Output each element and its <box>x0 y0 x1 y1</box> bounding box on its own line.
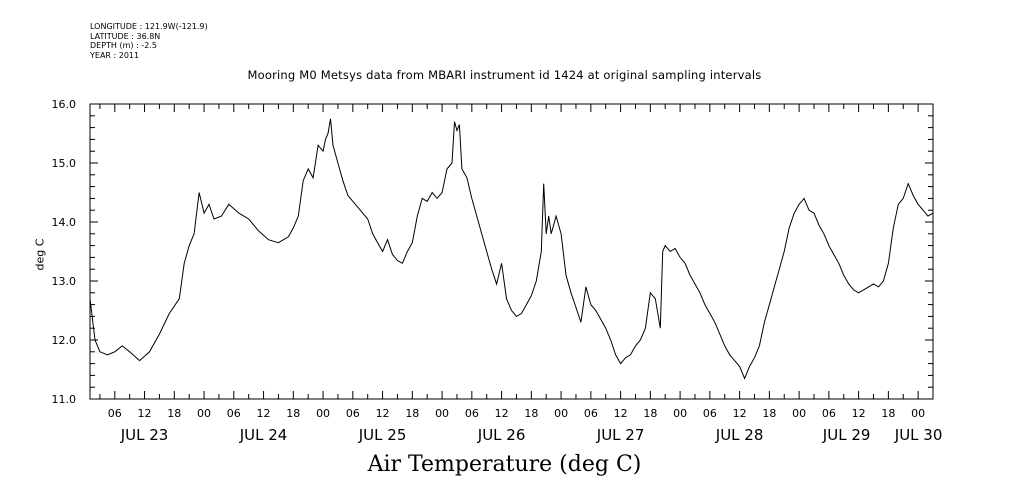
x-hour-label: 06 <box>822 407 836 420</box>
x-hour-label: 06 <box>584 407 598 420</box>
x-hour-label: 18 <box>286 407 300 420</box>
x-hour-label: 06 <box>346 407 360 420</box>
y-tick-label: 12.0 <box>52 334 77 347</box>
x-day-label: JUL 25 <box>358 426 407 444</box>
longitude-text: LONGITUDE : 121.9W(-121.9) <box>90 22 208 31</box>
x-hour-label: 06 <box>227 407 241 420</box>
x-hour-label: 12 <box>495 407 509 420</box>
chart-title-wrap: Mooring M0 Metsys data from MBARI instru… <box>0 68 1009 82</box>
x-hour-label: 12 <box>614 407 628 420</box>
x-day-label: JUL 23 <box>120 426 169 444</box>
x-hour-label: 00 <box>792 407 806 420</box>
y-tick-label: 16.0 <box>52 98 77 111</box>
y-tick-label: 14.0 <box>52 216 77 229</box>
x-hour-label: 00 <box>435 407 449 420</box>
x-hour-label: 12 <box>852 407 866 420</box>
x-hour-label: 12 <box>138 407 152 420</box>
x-hour-label: 18 <box>643 407 657 420</box>
year-text: YEAR : 2011 <box>90 50 140 60</box>
x-hour-label: 00 <box>673 407 687 420</box>
x-hour-label: 00 <box>316 407 330 420</box>
metadata-block: LONGITUDE : 121.9W(-121.9) LATITUDE : 36… <box>90 22 208 60</box>
x-day-label: JUL 29 <box>822 426 871 444</box>
x-day-label: JUL 24 <box>239 426 288 444</box>
x-hour-label: 06 <box>108 407 122 420</box>
x-day-label: JUL 27 <box>596 426 645 444</box>
x-hour-label: 12 <box>733 407 747 420</box>
x-hour-label: 18 <box>167 407 181 420</box>
axis-ticks <box>90 103 934 400</box>
y-tick-label: 11.0 <box>52 393 77 406</box>
x-hour-label: 12 <box>257 407 271 420</box>
x-day-label: JUL 30 <box>894 426 943 444</box>
axis-labels: 11.0 12.0 13.0 14.0 15.0 16.0 06 12 18 00 06 12 18 00… <box>52 98 943 444</box>
x-day-label: JUL 26 <box>477 426 526 444</box>
plot-frame <box>89 103 934 400</box>
depth-text: DEPTH (m) : -2.5 <box>90 41 157 50</box>
x-hour-label: 00 <box>911 407 925 420</box>
x-hour-label: 06 <box>703 407 717 420</box>
x-hour-label: 06 <box>465 407 479 420</box>
x-hour-label: 00 <box>197 407 211 420</box>
x-hour-label: 12 <box>376 407 390 420</box>
x-hour-label: 18 <box>881 407 895 420</box>
x-hour-label: 18 <box>762 407 776 420</box>
x-axis-label: Air Temperature (deg C) <box>367 452 642 477</box>
y-tick-label: 13.0 <box>52 275 77 288</box>
y-tick-label: 15.0 <box>52 157 77 170</box>
x-hour-label: 18 <box>524 407 538 420</box>
series-line <box>89 118 934 380</box>
chart-title: Mooring M0 Metsys data from MBARI instru… <box>247 68 762 82</box>
x-hour-label: 18 <box>405 407 419 420</box>
latitude-text: LATITUDE : 36.8N <box>90 31 161 41</box>
x-hour-label: 00 <box>554 407 568 420</box>
x-day-label: JUL 28 <box>715 426 764 444</box>
